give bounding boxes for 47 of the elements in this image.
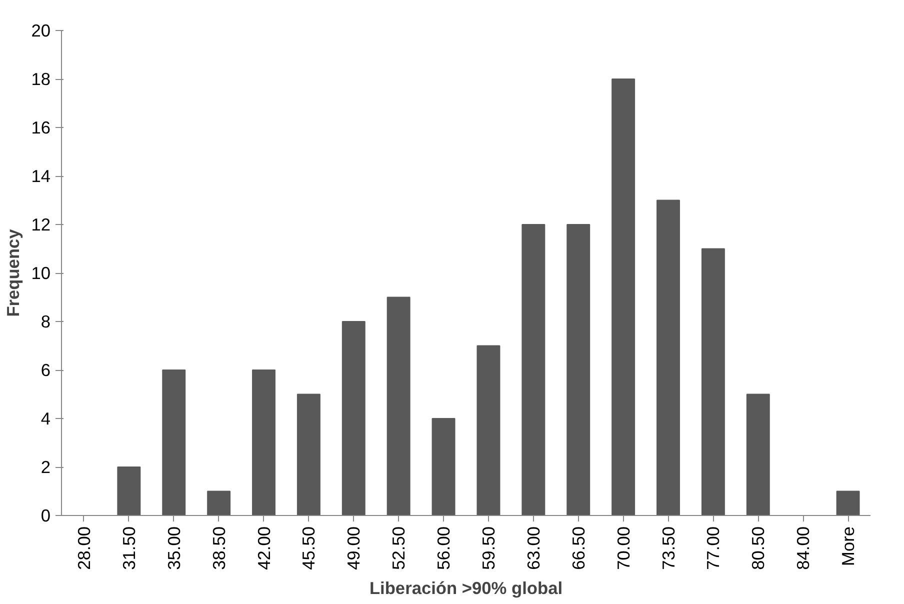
- y-tick-label: 12: [31, 214, 51, 234]
- x-tick-label: 80.50: [748, 526, 768, 570]
- x-tick-label: More: [838, 526, 858, 566]
- x-tick-label: 31.50: [118, 526, 139, 570]
- x-tick-label: 77.00: [703, 526, 724, 570]
- y-tick-label: 0: [40, 506, 51, 526]
- bar: [566, 224, 590, 516]
- x-tick-label: 38.50: [208, 526, 229, 570]
- x-tick-label: 56.00: [434, 526, 454, 570]
- x-tick-label: 66.50: [568, 526, 588, 570]
- x-tick-label: 63.00: [523, 526, 544, 570]
- y-tick-label: 2: [40, 457, 51, 477]
- x-tick-label: 52.50: [388, 526, 409, 570]
- bar: [342, 321, 366, 516]
- x-tick-label: 84.00: [793, 526, 814, 570]
- bar: [612, 78, 636, 516]
- x-tick-label: 59.50: [478, 526, 498, 570]
- bar: [117, 466, 141, 516]
- bar: [522, 224, 546, 516]
- y-tick-label: 14: [31, 166, 51, 186]
- x-tick-label: 49.00: [344, 526, 364, 570]
- y-tick-label: 6: [40, 360, 51, 380]
- x-tick-label: 45.50: [298, 526, 319, 570]
- y-tick-label: 10: [31, 263, 51, 283]
- bar: [701, 248, 725, 516]
- bar: [207, 490, 231, 516]
- y-tick-label: 8: [40, 312, 51, 332]
- x-tick-label: 28.00: [74, 526, 94, 570]
- x-axis-title: Liberación >90% global: [369, 578, 563, 598]
- y-tick-label: 4: [40, 408, 51, 428]
- y-tick-label: 16: [31, 118, 51, 138]
- bar: [656, 200, 680, 516]
- bar: [432, 418, 456, 516]
- x-tick-label: 42.00: [254, 526, 274, 570]
- x-tick-label: 70.00: [613, 526, 634, 570]
- bar: [386, 296, 410, 516]
- bar: [746, 394, 770, 516]
- x-tick-label: 73.50: [658, 526, 678, 570]
- y-tick-label: 18: [31, 69, 51, 89]
- y-axis-title: Frequency: [3, 228, 24, 317]
- y-tick-label: 20: [31, 20, 51, 40]
- bar: [162, 370, 186, 516]
- bar: [296, 394, 320, 516]
- bar: [252, 370, 276, 516]
- x-tick-label: 35.00: [164, 526, 184, 570]
- bar: [836, 490, 860, 516]
- bar: [476, 345, 500, 516]
